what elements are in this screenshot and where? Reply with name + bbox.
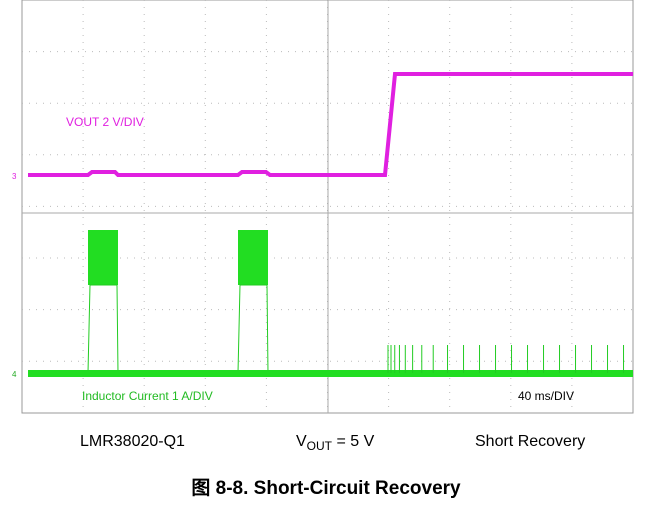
figure-title: 图 8-8. Short-Circuit Recovery [191,477,461,499]
current-baseline [28,370,633,377]
vout-sub: OUT [307,439,333,453]
ch4-marker: 4 [12,370,17,379]
vout-v: V [296,433,307,450]
ch3-marker: 3 [12,172,17,181]
vout-trace [28,72,633,177]
caption-device: LMR38020-Q1 [80,433,185,450]
current-burst [88,230,118,285]
caption-vout: VOUT = 5 V [296,433,375,453]
vout-rest: = 5 V [332,433,375,450]
caption-condition: Short Recovery [475,433,585,450]
ch3-label: VOUT 2 V/DIV [66,115,144,129]
inductor-current-trace [28,230,633,377]
current-burst [238,230,268,285]
ch4-label: Inductor Current 1 A/DIV [82,389,213,403]
timebase-label: 40 ms/DIV [518,389,574,403]
